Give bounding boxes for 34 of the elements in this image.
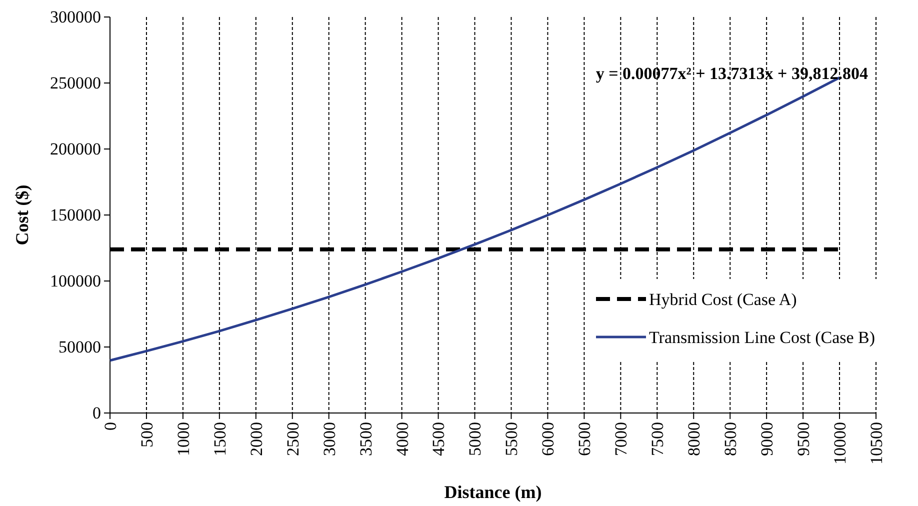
x-tick-label: 7500 xyxy=(648,422,668,456)
y-tick-label: 50000 xyxy=(58,337,101,356)
y-tick-label: 100000 xyxy=(50,271,101,290)
x-tick-label: 4500 xyxy=(429,422,448,456)
x-tick-label: 2000 xyxy=(246,422,266,456)
x-tick-label: 0 xyxy=(100,422,120,430)
y-tick-label: 300000 xyxy=(50,7,101,26)
x-tick-label: 1000 xyxy=(174,422,193,456)
x-tick-label: 5000 xyxy=(466,422,485,456)
x-tick-label: 3000 xyxy=(320,422,339,456)
x-tick-label: 9500 xyxy=(794,422,813,456)
annotation: y = 0.00077x² + 13.7313x + 39,812.804 xyxy=(596,64,868,83)
y-tick-label: 200000 xyxy=(50,139,101,158)
x-tick-label: 4000 xyxy=(392,422,412,456)
x-tick-label: 6500 xyxy=(575,422,594,456)
x-tick-label: 8500 xyxy=(721,422,740,456)
y-axis-title: Cost ($) xyxy=(12,184,32,246)
x-tick-label: 500 xyxy=(137,422,156,448)
x-tick-label: 5500 xyxy=(502,422,522,456)
legend-label: Transmission Line Cost (Case B) xyxy=(649,328,876,347)
x-tick-label: 10500 xyxy=(866,422,886,464)
y-tick-label: 150000 xyxy=(50,205,101,224)
x-axis-title: Distance (m) xyxy=(444,482,542,502)
x-tick-label: 6000 xyxy=(538,422,558,456)
x-tick-label: 2500 xyxy=(283,422,302,456)
x-tick-label: 3500 xyxy=(356,422,376,456)
y-tick-label: 0 xyxy=(92,403,101,422)
x-tick-label: 10000 xyxy=(830,422,850,464)
x-tick-label: 1500 xyxy=(210,422,230,456)
x-tick-label: 9000 xyxy=(758,422,777,456)
x-tick-label: 8000 xyxy=(684,422,704,456)
x-tick-label: 7000 xyxy=(612,422,631,456)
y-tick-label: 250000 xyxy=(50,73,101,92)
legend-label: Hybrid Cost (Case A) xyxy=(649,290,797,309)
